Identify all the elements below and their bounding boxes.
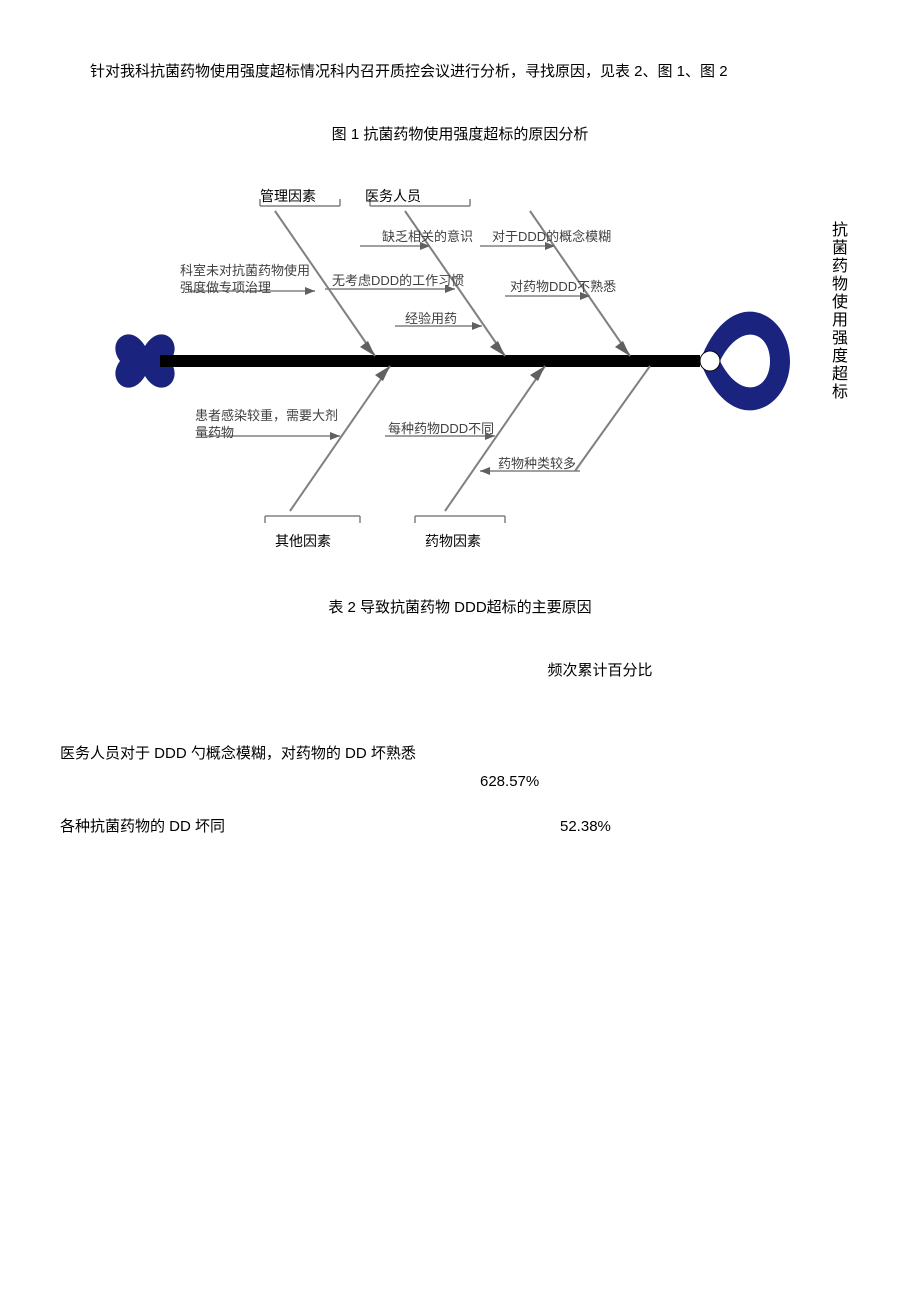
cause-other-1: 患者感染较重，需要大剂量药物 <box>195 408 345 442</box>
percent-cell: 628.57% <box>480 765 539 798</box>
cause-drug-1: 每种药物DDD不同 <box>388 421 494 438</box>
cause-staff-3: 经验用药 <box>405 311 457 328</box>
intro-paragraph: 针对我科抗菌药物使用强度超标情况科内召开质控会议进行分析，寻找原因，见表 2、图… <box>60 55 860 88</box>
cause-staff-2: 无考虑DDD的工作习惯 <box>332 273 464 290</box>
category-mgmt: 管理因素 <box>260 181 316 212</box>
cause-cell: 医务人员对于 DDD 勺概念模糊，对药物的 DD 坏熟悉 <box>60 737 416 770</box>
fishbone-svg <box>110 171 810 551</box>
figure-1-title: 图 1 抗菌药物使用强度超标的原因分析 <box>60 118 860 151</box>
category-drug: 药物因素 <box>425 526 481 557</box>
cause-mgmt-1: 科室未对抗菌药物使用强度做专项治理 <box>180 263 310 297</box>
cause-drug-2: 药物种类较多 <box>498 456 576 473</box>
cause-staff-5: 对药物DDD不熟悉 <box>510 279 616 296</box>
category-other: 其他因素 <box>275 526 331 557</box>
percent-cell: 52.38% <box>560 810 611 843</box>
fishbone-diagram: 抗菌药物使用强度超标 管理因素 医务人员 其他因素 药物因素 科室未对抗菌药物使… <box>110 171 810 551</box>
fishbone-head-label: 抗菌药物使用强度超标 <box>829 221 845 401</box>
table-row: 医务人员对于 DDD 勺概念模糊，对药物的 DD 坏熟悉 628.57% <box>60 737 860 770</box>
cause-staff-4: 对于DDD的概念模糊 <box>492 229 611 246</box>
table-2-header: 频次累计百分比 <box>340 654 860 687</box>
table-row: 各种抗菌药物的 DD 坏同 52.38% <box>60 810 860 843</box>
cause-staff-1: 缺乏相关的意识 <box>382 229 473 246</box>
cause-cell: 各种抗菌药物的 DD 坏同 <box>60 810 225 843</box>
table-2-title: 表 2 导致抗菌药物 DDD超标的主要原因 <box>60 591 860 624</box>
category-staff: 医务人员 <box>365 181 421 212</box>
